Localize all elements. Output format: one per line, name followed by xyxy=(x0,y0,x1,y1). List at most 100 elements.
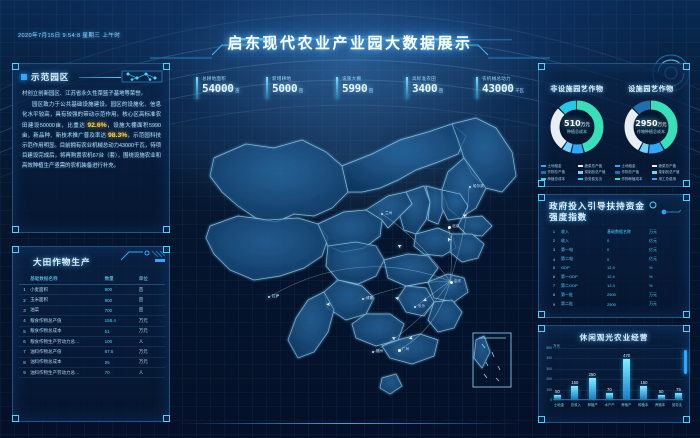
row-index: 6 xyxy=(19,336,31,348)
legend-item[interactable]: 种植总成本 xyxy=(541,176,576,182)
panel-title: 政府投入引导扶持资金强度指数 xyxy=(549,202,645,223)
panel-title: 休闲观光农业经营 xyxy=(579,333,649,342)
row-index: 3 xyxy=(552,247,556,253)
table-row[interactable]: 8 第一批 2500 万元 xyxy=(547,290,683,299)
legend-item[interactable]: 土地租金 xyxy=(541,163,576,169)
city-label: 广州 xyxy=(402,347,410,351)
city-marker[interactable] xyxy=(381,213,384,216)
table-row[interactable]: 6 粮食作物生产劳动力总… 100 人 xyxy=(19,336,165,348)
legend-item[interactable]: 蔬菜总产值 xyxy=(652,163,687,169)
kpi-value: 5000 亩 xyxy=(272,82,304,95)
bar-column[interactable]: 250 xyxy=(588,348,597,399)
city-label: 福州 xyxy=(376,349,384,353)
bar xyxy=(588,377,596,399)
donut-slice xyxy=(624,100,678,154)
row-index: 5 xyxy=(19,326,31,337)
table-row[interactable]: 1 收入 基础数据名称 万元 xyxy=(547,227,683,236)
table-row[interactable]: 8 油料作物总成本 25 万元 xyxy=(19,357,165,369)
bar-column[interactable]: 470 xyxy=(622,348,631,399)
legend-swatch xyxy=(615,164,620,168)
row-index: 7 xyxy=(552,283,556,289)
bar xyxy=(657,394,665,399)
footer-divider xyxy=(176,423,524,424)
row-index: 2 xyxy=(19,294,31,306)
row-name: 玉米面积 xyxy=(30,294,105,306)
intro-paragraph-2: 园区致力于公共基础设施建设。园区的设施化、信息化水平较高，具有较强的带动示范作用… xyxy=(22,102,161,170)
donut-chart[interactable]: 2950万元 作物种植总成本 xyxy=(623,99,679,155)
donut-legend[interactable]: 土地租金 蔬菜总产值 作物总产值 菜制品总产值 种植总成本 劳务费支出 xyxy=(541,163,615,182)
row-name: 小麦面积 xyxy=(30,284,105,296)
legend-item[interactable]: 菜制品总产值 xyxy=(652,169,687,175)
crop-table[interactable]: 基础数据名称 数量 单位 1 小麦面积 800 亩 2 玉米面积 900 亩 3 油菜 700 亩 4 粮… xyxy=(19,274,165,379)
donut-center: 510万元 种植总成本 xyxy=(560,110,594,144)
city-marker[interactable] xyxy=(450,281,454,285)
bar-value-label: 470 xyxy=(623,352,631,358)
gov-table[interactable]: 1 收入 基础数据名称 万元 2 收入 0 亿元 3 第一电 0 亿元 4 第二电 0 亿元 5 GDP 12.3%… xyxy=(547,227,683,309)
bar-column[interactable]: 50 xyxy=(553,348,562,399)
city-marker[interactable] xyxy=(362,298,365,301)
bar-column[interactable]: 50 xyxy=(657,348,666,399)
city-marker[interactable] xyxy=(268,296,271,299)
table-row[interactable]: 9 第二批 2500 万元 xyxy=(547,300,683,309)
bar-column[interactable]: 70 xyxy=(605,348,614,399)
panel-title: 示范园区 xyxy=(31,73,70,83)
table-row[interactable]: 7 第二GDP 12.3% xyxy=(547,281,683,290)
table-row[interactable]: 3 第一电 0 亿元 xyxy=(547,245,683,254)
donut-chart[interactable]: 510万元 种植总成本 xyxy=(549,99,605,155)
chart-scrollbar[interactable] xyxy=(684,350,687,374)
legend-item[interactable]: 劳务费支出 xyxy=(578,176,613,182)
city-marker[interactable] xyxy=(398,349,402,353)
bar-column[interactable]: 150 xyxy=(639,348,648,399)
table-row[interactable]: 5 粮食作物总成本 51 万元 xyxy=(19,326,165,337)
city-label: 拉萨 xyxy=(272,294,280,298)
legend-item[interactable]: 作物总产值 xyxy=(541,169,576,175)
table-row[interactable]: 1 小麦面积 800 亩 xyxy=(19,284,165,296)
row-unit: 万元 xyxy=(138,326,165,337)
legend-label: 土地租金 xyxy=(547,163,562,168)
china-map[interactable]: ➤ ➤ ➤ ➤ ➤ ➤ ➤ ➤ 哈尔滨 北京 兰州 拉萨 成都 启东 长沙 福州 广州 xyxy=(176,96,536,420)
legend-item[interactable]: 土地租金 xyxy=(615,163,650,169)
x-tick-label: 种植产 xyxy=(587,403,598,407)
legend-item[interactable]: 用工总费用 xyxy=(652,176,687,182)
table-row[interactable]: 6 第一GDP 12.4% xyxy=(547,272,683,281)
donut-legend[interactable]: 土地租金 蔬菜总产值作物总产值 菜制品总产值 作物种植成本 用工总费用 xyxy=(615,163,689,182)
legend-item[interactable]: 菜制品总产值 xyxy=(578,169,613,175)
row-name: 第一批 xyxy=(561,291,573,297)
table-row[interactable]: 2 收入 0 亿元 xyxy=(547,236,683,245)
y-tick-label: 100 xyxy=(546,387,552,392)
y-tick-label: 400 xyxy=(546,356,552,361)
row-index: 9 xyxy=(19,367,31,379)
city-marker[interactable] xyxy=(414,306,417,309)
bar-column[interactable]: 150 xyxy=(570,348,579,399)
table-row[interactable]: 3 油菜 700 亩 xyxy=(19,305,165,317)
table-row[interactable]: 5 GDP 12.3% xyxy=(547,264,683,272)
table-row[interactable]: 2 玉米面积 900 亩 xyxy=(19,294,165,306)
bar-value-label: 250 xyxy=(588,371,596,377)
legend-item[interactable]: 蔬菜总产值 xyxy=(578,163,613,169)
row-index: 7 xyxy=(19,346,31,358)
table-row[interactable]: 9 油料作物生产劳动力总… 70 人 xyxy=(19,367,165,379)
table-row[interactable]: 7 油料作物总产值 87.5 万元 xyxy=(19,346,165,358)
donut-title: 非设施园艺作物 xyxy=(550,85,604,93)
city-marker[interactable] xyxy=(448,226,452,230)
table-row[interactable]: 4 粮食作物总产值 158.4 万元 xyxy=(19,315,165,327)
city-marker[interactable] xyxy=(372,351,375,354)
table-row[interactable]: 4 第二电 0 亿元 xyxy=(547,255,683,264)
bar-series[interactable]: 50 150 250 70 470 150 50 75 xyxy=(553,348,683,400)
row-value: 158.4 xyxy=(104,315,139,327)
legend-item[interactable]: 作物总产值 xyxy=(615,169,650,175)
china-map-svg xyxy=(205,117,517,395)
legend-item[interactable]: 作物种植成本 xyxy=(615,176,650,182)
y-axis: 0 100 200 300 400 500 xyxy=(539,346,553,402)
legend-swatch xyxy=(615,171,620,174)
row-unit: 亩 xyxy=(138,284,165,296)
donut-center: 2950万元 作物种植总成本 xyxy=(634,110,668,144)
city-marker[interactable] xyxy=(469,186,472,189)
row-unit: % xyxy=(649,274,653,280)
bar-column[interactable]: 75 xyxy=(674,348,683,399)
row-name: 油料作物总成本 xyxy=(30,357,105,369)
south-sea-inset xyxy=(472,332,512,388)
legend-label: 蔬菜总产值 xyxy=(658,163,677,168)
row-index: 1 xyxy=(552,229,556,235)
donut-slice xyxy=(550,100,604,154)
